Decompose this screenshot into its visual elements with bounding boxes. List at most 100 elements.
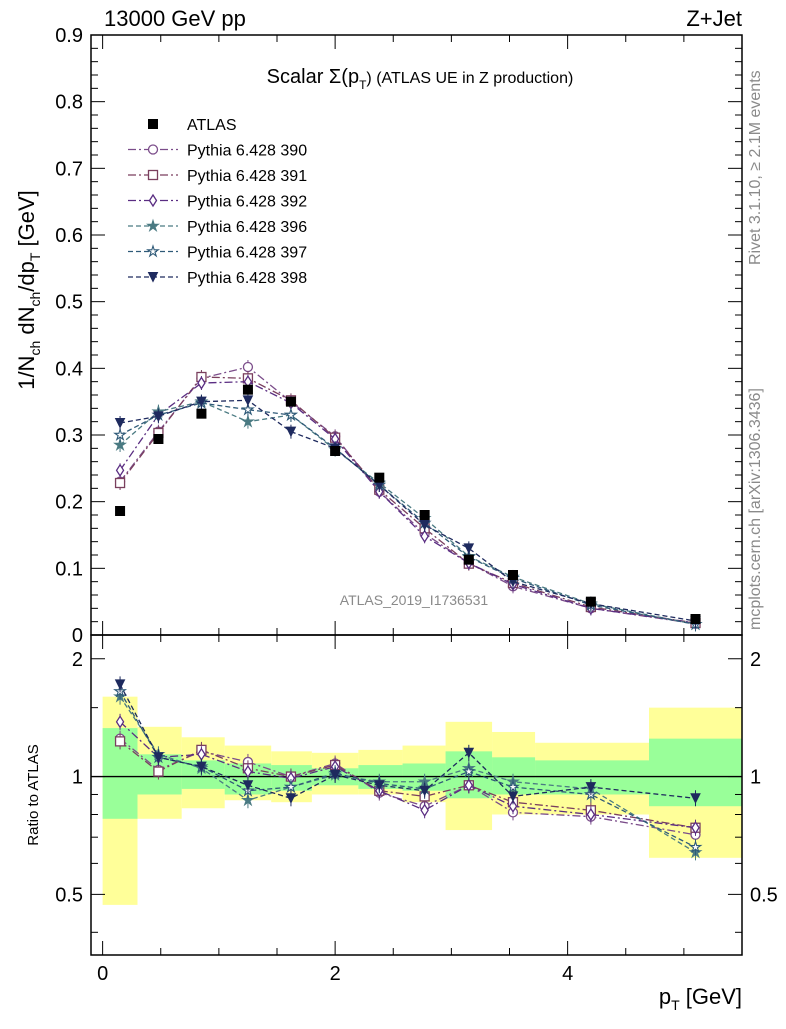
ratio-plot-panel: 0.5 0.5 1 1 2 2 Ratio to ATLAS 0 2 4 pT [GeV] xyxy=(25,634,778,1013)
series-point xyxy=(242,395,254,406)
series-line xyxy=(119,399,696,622)
series-line xyxy=(119,402,696,625)
legend-marker xyxy=(147,144,159,155)
series-point xyxy=(463,543,475,554)
series-point xyxy=(283,407,298,421)
y-tick-label: 0.4 xyxy=(55,358,83,380)
main-series-layer xyxy=(113,360,703,632)
legend: ATLAS Pythia 6.428 390 Pythia 6.428 391 Pyt… xyxy=(128,117,307,287)
atlas-data-point xyxy=(690,614,701,624)
ratio-series-point xyxy=(285,793,297,804)
y-tick-label: 0.7 xyxy=(55,158,83,180)
ratio-series-point xyxy=(586,807,596,822)
analysis-watermark: ATLAS_2019_I1736531 xyxy=(340,592,489,608)
legend-marker xyxy=(146,244,160,258)
x-tick-label: 4 xyxy=(562,963,573,985)
y-tick-label: 0.1 xyxy=(55,558,83,580)
ratio-series-point xyxy=(243,764,253,779)
legend-label: ATLAS xyxy=(187,117,237,134)
atlas-data-point xyxy=(463,554,474,565)
ratio-series-point xyxy=(507,791,519,802)
series-point xyxy=(285,426,297,438)
series-line xyxy=(119,400,696,625)
series-line xyxy=(119,376,696,624)
ratio-series-point xyxy=(373,780,385,791)
ratio-series-point xyxy=(508,799,518,813)
series-line xyxy=(119,381,696,624)
legend-marker xyxy=(146,218,160,232)
main-plot-panel: 0 0.1 0.2 0.3 0.4 0.5 0.6 0.7 0.8 0.9 Scalar Σ(pT… xyxy=(14,25,743,647)
x-axis-label: pT [GeV] xyxy=(659,984,742,1013)
ratio-series-point xyxy=(283,779,298,794)
y-tick-label: 0.6 xyxy=(55,225,83,247)
ratio-y-label: Ratio to ATLAS xyxy=(25,744,42,845)
ratio-series-point xyxy=(585,782,597,793)
ratio-tick-label: 0.5 xyxy=(55,884,83,906)
ratio-series-point xyxy=(420,803,429,818)
ratio-series-point xyxy=(153,766,164,777)
atlas-data-point xyxy=(585,596,596,607)
series-point xyxy=(114,418,126,429)
series-point xyxy=(153,411,164,422)
ratio-series-point xyxy=(115,715,125,729)
legend-marker xyxy=(148,119,158,129)
ratio-series-point xyxy=(196,761,207,773)
ratio-series-point xyxy=(329,769,341,781)
x-tick-label: 0 xyxy=(97,963,108,985)
legend-label: Pythia 6.428 390 xyxy=(187,143,307,160)
legend-label: Pythia 6.428 396 xyxy=(187,219,307,236)
y-tick-label: 0.9 xyxy=(55,25,83,47)
ratio-series-point xyxy=(153,752,164,763)
ratio-tick-label-right: 0.5 xyxy=(750,884,778,906)
series-point xyxy=(240,414,255,428)
y-tick-label: 0.2 xyxy=(55,492,83,514)
atlas-data-point xyxy=(330,446,341,456)
ratio-series-point xyxy=(242,780,254,791)
ratio-series-point xyxy=(691,821,700,835)
main-y-label: 1/Nch dNch/dpT [GeV] xyxy=(14,190,43,390)
main-title: Scalar Σ(pT) (ATLAS UE in Z production) xyxy=(267,66,574,92)
legend-marker xyxy=(148,193,158,208)
series-line xyxy=(119,366,696,625)
ratio-series-point xyxy=(114,679,126,691)
legend-label: Pythia 6.428 398 xyxy=(187,270,307,287)
y-tick-label: 0.8 xyxy=(55,92,83,114)
atlas-data-point xyxy=(196,408,207,419)
x-axis: 0 2 4 xyxy=(97,635,685,985)
series-point xyxy=(196,396,207,408)
ratio-series-point xyxy=(464,778,474,792)
legend-label: Pythia 6.428 397 xyxy=(187,245,307,262)
ratio-series-point xyxy=(114,736,126,747)
series-point xyxy=(115,463,125,478)
ratio-series-point xyxy=(461,764,476,778)
side-label-mcplots: mcplots.cern.ch [arXiv:1306.3436] xyxy=(747,388,764,630)
ratio-tick-label: 1 xyxy=(72,767,83,789)
atlas-data-point xyxy=(285,396,296,407)
header-left-label: 13000 GeV pp xyxy=(104,6,246,31)
legend-marker xyxy=(147,169,159,181)
ratio-tick-label-right: 2 xyxy=(750,649,761,671)
atlas-data-point xyxy=(374,472,385,483)
atlas-data-point xyxy=(115,506,126,516)
ratio-series-line xyxy=(119,691,696,848)
ratio-uncertainty-bands xyxy=(91,696,742,905)
y-tick-label: 0 xyxy=(72,625,83,647)
series-point xyxy=(114,477,126,489)
series-point xyxy=(419,520,430,531)
series-point xyxy=(420,529,429,544)
series-point xyxy=(197,376,206,390)
x-tick-label: 2 xyxy=(330,963,341,985)
atlas-data-point xyxy=(242,384,253,395)
ratio-tick-label: 2 xyxy=(72,649,83,671)
legend-marker xyxy=(147,272,159,283)
series-point xyxy=(240,402,255,416)
series-point xyxy=(242,361,254,373)
main-y-axis: 0 0.1 0.2 0.3 0.4 0.5 0.6 0.7 0.8 0.9 xyxy=(55,25,742,647)
ratio-series-point xyxy=(463,747,475,759)
ratio-plot-frame xyxy=(90,634,743,956)
atlas-data-point xyxy=(419,510,430,520)
ratio-tick-label-right: 1 xyxy=(750,767,761,789)
y-tick-label: 0.3 xyxy=(55,425,83,447)
ratio-series-point xyxy=(419,785,430,797)
side-label-rivet: Rivet 3.1.10, ≥ 2.1M events xyxy=(747,70,764,265)
